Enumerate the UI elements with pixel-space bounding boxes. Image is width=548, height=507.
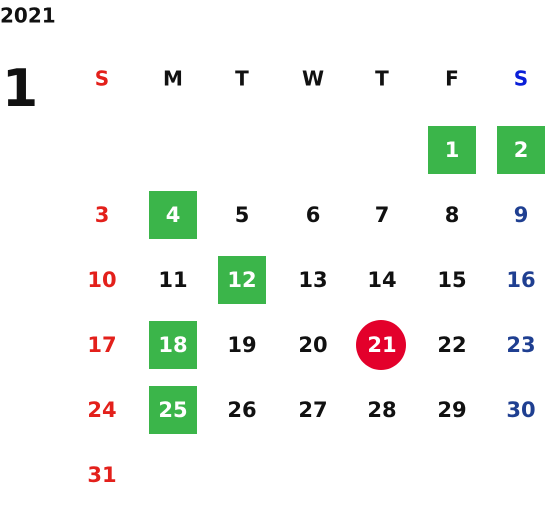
day-number: 2: [514, 138, 529, 162]
day-number: 28: [367, 398, 396, 422]
day-number: 26: [227, 398, 256, 422]
weekday-label: F: [445, 67, 459, 91]
day-number: 27: [298, 398, 327, 422]
highlight-square: [149, 191, 197, 239]
day-number: 31: [87, 463, 116, 487]
day-number: 23: [506, 333, 535, 357]
day-number: 11: [158, 268, 187, 292]
weekday-label: S: [95, 67, 109, 91]
day-number: 20: [298, 333, 327, 357]
day-number: 4: [166, 203, 181, 227]
weekday-label: S: [514, 67, 528, 91]
day-number: 6: [306, 203, 321, 227]
day-number: 13: [298, 268, 327, 292]
weekday-label: T: [235, 67, 249, 91]
highlight-circle: [356, 320, 406, 370]
day-number: 21: [367, 333, 396, 357]
day-number: 24: [87, 398, 116, 422]
day-number: 3: [95, 203, 110, 227]
highlight-square: [428, 126, 476, 174]
day-number: 9: [514, 203, 529, 227]
highlight-square: [149, 321, 197, 369]
day-number: 17: [87, 333, 116, 357]
month: 1: [2, 59, 38, 119]
day-number: 14: [367, 268, 396, 292]
day-number: 15: [437, 268, 466, 292]
weekday-label: T: [375, 67, 389, 91]
day-number: 1: [445, 138, 460, 162]
day-number: 12: [227, 268, 256, 292]
day-number: 5: [235, 203, 250, 227]
day-number: 30: [506, 398, 535, 422]
highlight-square: [149, 386, 197, 434]
day-number: 7: [375, 203, 390, 227]
weekday-label: W: [302, 67, 324, 91]
highlight-square: [218, 256, 266, 304]
day-number: 22: [437, 333, 466, 357]
day-number: 19: [227, 333, 256, 357]
day-number: 18: [158, 333, 187, 357]
day-number: 16: [506, 268, 535, 292]
weekday-label: M: [163, 67, 183, 91]
day-number: 25: [158, 398, 187, 422]
day-number: 10: [87, 268, 116, 292]
highlight-square: [497, 126, 545, 174]
day-number: 8: [445, 203, 460, 227]
year: 2021: [0, 4, 56, 28]
day-number: 29: [437, 398, 466, 422]
